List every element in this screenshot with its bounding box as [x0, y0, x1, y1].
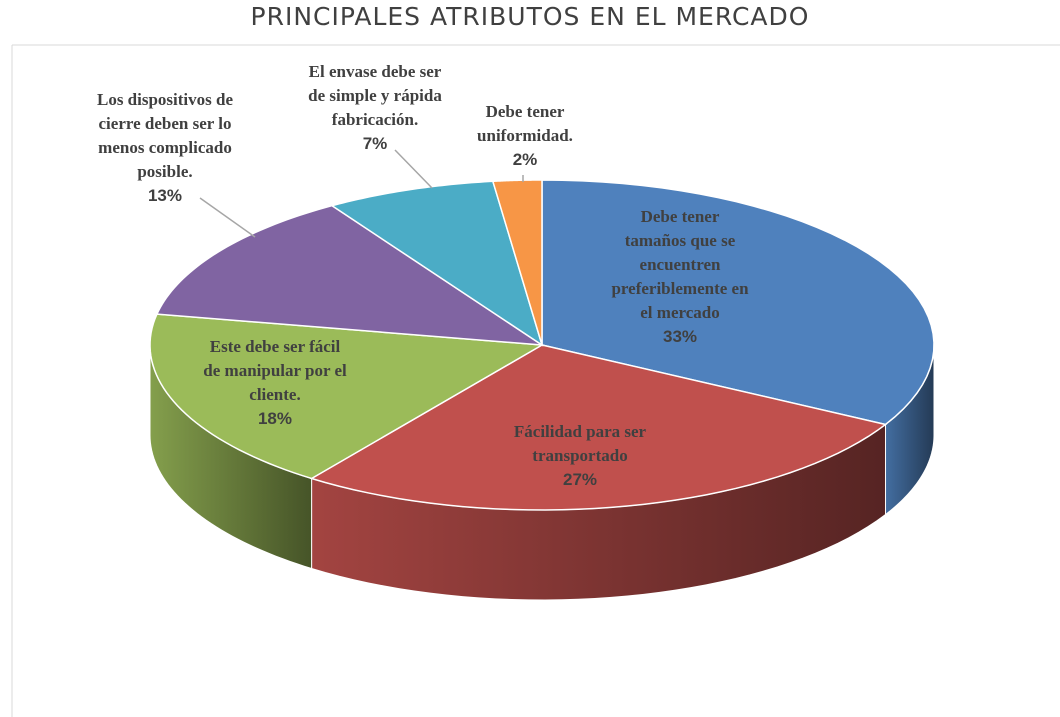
category-label: Debe tener tamaños que se encuentren pre… [611, 207, 749, 322]
slice [155, 204, 545, 346]
category-label: Debe tener uniformidad. [477, 102, 573, 145]
category-label: Este debe ser fácil de manipular por el … [203, 337, 347, 404]
value-label: 13% [147, 186, 183, 205]
slice [491, 179, 543, 346]
category-label: Los dispositivos de cierre deben ser lo … [96, 90, 234, 181]
data-label: Los dispositivos de cierre deben ser lo … [97, 88, 233, 208]
data-label: Debe tener uniformidad. 2% [477, 100, 573, 172]
slice [149, 313, 545, 480]
data-label: Debe tener tamaños que se encuentren pre… [611, 205, 748, 349]
slice [309, 344, 888, 511]
value-label: 7% [362, 134, 388, 153]
data-label: Fácilidad para ser transportado 27% [514, 420, 646, 492]
value-label: 18% [257, 409, 293, 428]
data-label: El envase debe ser de simple y rápida fa… [308, 60, 442, 156]
slice [330, 180, 544, 347]
category-label: El envase debe ser de simple y rápida fa… [308, 62, 442, 129]
chart-title: PRINCIPALES ATRIBUTOS EN EL MERCADO [250, 2, 810, 31]
value-label: 33% [662, 327, 698, 346]
value-label: 2% [512, 150, 538, 169]
leader-line [199, 197, 256, 238]
leader-line [394, 149, 433, 189]
slice [541, 179, 935, 426]
category-label: Fácilidad para ser transportado [513, 422, 647, 465]
value-label: 27% [562, 470, 598, 489]
data-label: Este debe ser fácil de manipular por el … [203, 335, 346, 431]
